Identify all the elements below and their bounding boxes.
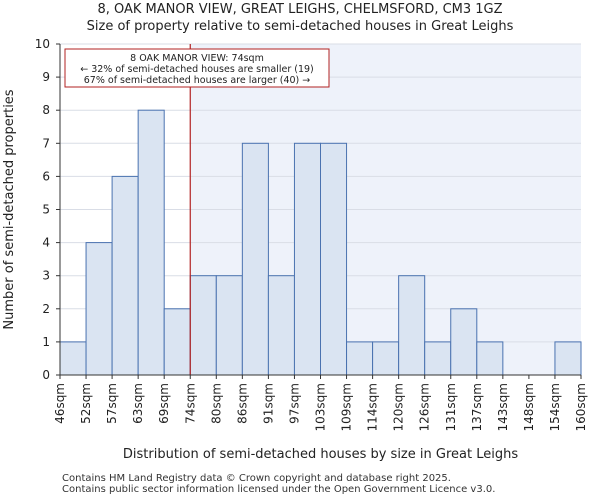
- y-tick-label: 10: [35, 37, 50, 51]
- x-axis-label: Distribution of semi-detached houses by …: [123, 447, 518, 462]
- y-tick-label: 1: [42, 335, 50, 349]
- y-tick-label: 2: [42, 302, 50, 316]
- footer-licence: Contains public sector information licen…: [62, 484, 496, 495]
- bar-114sqm: [372, 341, 400, 376]
- x-tick-label: 57sqm: [105, 383, 119, 424]
- chart-subtitle: Size of property relative to semi-detach…: [86, 19, 514, 34]
- y-tick-label: 0: [42, 368, 50, 382]
- x-tick-label: 137sqm: [470, 383, 484, 431]
- annotation-box: 8 OAK MANOR VIEW: 74sqm ← 32% of semi-de…: [64, 48, 330, 88]
- bar-57sqm: [111, 175, 139, 376]
- x-tick-label: 69sqm: [157, 383, 171, 424]
- x-tick-label: 148sqm: [522, 383, 536, 431]
- y-tick-label: 5: [42, 203, 50, 217]
- annotation-line-larger: 67% of semi-detached houses are larger (…: [84, 75, 311, 86]
- annotation-line-property: 8 OAK MANOR VIEW: 74sqm: [130, 53, 264, 64]
- chart-title: 8, OAK MANOR VIEW, GREAT LEIGHS, CHELMSF…: [97, 2, 503, 17]
- bar-120sqm: [398, 275, 426, 376]
- x-tick-label: 97sqm: [287, 383, 301, 424]
- bar-97sqm: [293, 142, 322, 376]
- bar-52sqm: [85, 242, 113, 376]
- bar-126sqm: [424, 341, 452, 376]
- x-tick-label: 154sqm: [548, 383, 562, 431]
- bar-74sqm: [189, 275, 217, 376]
- x-tick-label: 103sqm: [314, 383, 328, 431]
- x-tick-label: 114sqm: [366, 383, 380, 431]
- bar-137sqm: [476, 341, 504, 376]
- y-tick-label: 9: [42, 70, 50, 84]
- x-tick-label: 46sqm: [53, 383, 67, 424]
- x-tick-label: 160sqm: [574, 383, 588, 431]
- bar-154sqm: [554, 341, 582, 376]
- x-tick-label: 109sqm: [340, 383, 354, 431]
- bar-63sqm: [137, 109, 165, 376]
- x-tick-label: 86sqm: [235, 383, 249, 424]
- bar-103sqm: [320, 142, 348, 376]
- bar-69sqm: [163, 308, 191, 376]
- x-tick-label: 131sqm: [444, 383, 458, 431]
- footer-copyright: Contains HM Land Registry data © Crown c…: [62, 473, 451, 484]
- bar-91sqm: [267, 275, 295, 376]
- bar-109sqm: [346, 341, 374, 376]
- x-tick-label: 91sqm: [261, 383, 275, 424]
- y-tick-label: 3: [42, 269, 50, 283]
- bar-46sqm: [59, 341, 87, 376]
- annotation-frame: [64, 48, 330, 88]
- y-tick-label: 4: [42, 236, 50, 250]
- x-tick-label: 80sqm: [209, 383, 223, 424]
- x-tick-label: 74sqm: [183, 383, 197, 424]
- histogram-chart: 0 1 2 3 4 5 6 7 8 9 10 46sqm 52sqm 57sqm 63sqm 69sqm 74s…: [2, 37, 588, 462]
- y-tick-label: 6: [42, 169, 50, 183]
- x-tick-label: 120sqm: [392, 383, 406, 431]
- x-tick-label: 143sqm: [496, 383, 510, 431]
- y-tick-label: 7: [42, 136, 50, 150]
- bar-86sqm: [241, 142, 269, 376]
- annotation-line-smaller: ← 32% of semi-detached houses are smalle…: [80, 64, 314, 75]
- x-tick-label: 63sqm: [131, 383, 145, 424]
- y-axis-label: Number of semi-detached properties: [2, 89, 17, 329]
- bar-131sqm: [450, 308, 478, 376]
- bar-80sqm: [215, 275, 243, 376]
- y-tick-label: 8: [42, 103, 50, 117]
- x-tick-label: 126sqm: [418, 383, 432, 431]
- x-tick-label: 52sqm: [79, 383, 93, 424]
